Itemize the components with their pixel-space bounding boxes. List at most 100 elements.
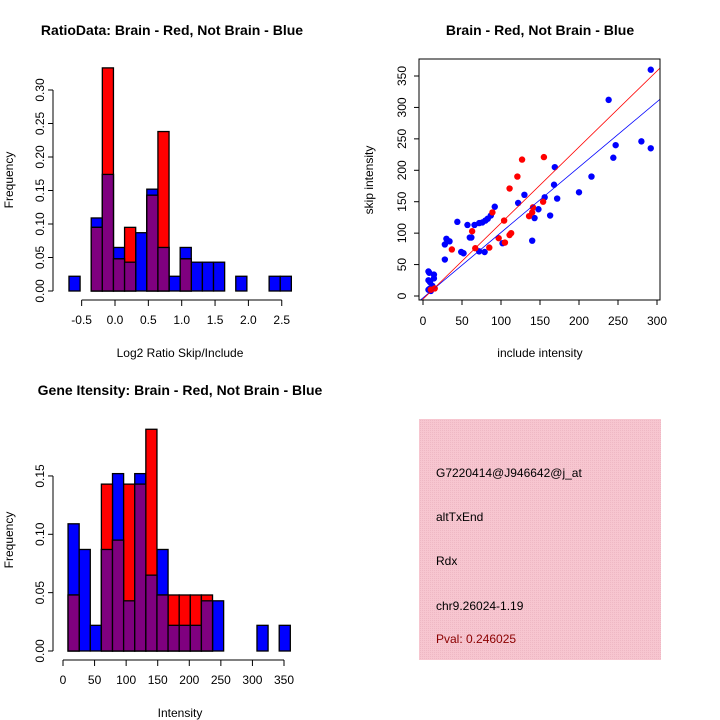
- bar-not-brain: [211, 600, 225, 652]
- point-not-brain: [535, 206, 542, 213]
- x-tick-label: 1.0: [173, 313, 190, 327]
- y-tick-label: 50: [395, 258, 409, 272]
- info-panel: G7220414@J946642@j_at altTxEnd Rdx chr9.…: [419, 419, 661, 660]
- x-tick-label: 350: [274, 673, 294, 687]
- bar-overlap: [179, 258, 192, 292]
- probe-id: G7220414@J946642@j_at: [436, 466, 582, 480]
- point-brain: [506, 231, 513, 239]
- point-not-brain: [610, 154, 617, 161]
- point-not-brain: [575, 189, 583, 196]
- point-not-brain: [466, 234, 473, 241]
- plot-box: [418, 58, 661, 301]
- y-tick-label: 100: [395, 223, 409, 243]
- y-tick-label: 0.05: [33, 581, 47, 605]
- x-tick-label: 2.5: [273, 313, 290, 327]
- x-tick-label: 200: [179, 673, 199, 687]
- y-tick-label: 250: [395, 129, 409, 149]
- x-tick-label: 250: [211, 673, 231, 687]
- ratio-histogram-ylabel: Frequency: [2, 152, 16, 209]
- point-not-brain: [521, 191, 528, 198]
- point-not-brain: [553, 195, 561, 202]
- point-brain: [468, 228, 476, 235]
- y-tick-label: 0.00: [33, 279, 47, 303]
- x-tick-label: 100: [491, 314, 511, 328]
- fit-line-brain: [421, 67, 660, 300]
- y-tick-label: 0.15: [33, 178, 47, 202]
- point-not-brain: [471, 221, 478, 229]
- x-tick-label: 1.5: [207, 313, 224, 327]
- bar-overlap: [100, 548, 114, 652]
- y-tick-label: 150: [395, 191, 409, 211]
- scatter-xlabel: include intensity: [497, 346, 582, 360]
- bar-overlap: [157, 246, 170, 292]
- y-tick-label: 0.20: [33, 145, 47, 169]
- intensity-scatter: Brain - Red, Not Brain - Blue include in…: [362, 22, 667, 360]
- x-tick-label: 0.0: [107, 313, 124, 327]
- y-tick-label: 0.10: [33, 212, 47, 236]
- x-tick-label: 100: [116, 673, 136, 687]
- ratio-histogram-xlabel: Log2 Ratio Skip/Include: [117, 346, 244, 360]
- point-not-brain: [551, 163, 559, 171]
- x-tick-label: 50: [455, 314, 469, 328]
- bar-not-brain: [278, 624, 291, 652]
- bar-overlap: [134, 483, 147, 652]
- point-not-brain: [550, 181, 558, 188]
- point-not-brain: [430, 275, 438, 282]
- bar-not-brain: [89, 624, 103, 652]
- bar-overlap: [123, 261, 137, 292]
- point-not-brain: [546, 212, 554, 219]
- genomic-location: chr9.26024-1.19: [436, 599, 524, 613]
- y-tick-label: 0.10: [33, 522, 47, 546]
- bar-overlap: [122, 600, 136, 652]
- bar-overlap: [146, 194, 159, 292]
- bar-overlap: [156, 594, 169, 652]
- point-not-brain: [529, 237, 536, 244]
- bar-overlap: [178, 624, 191, 652]
- x-tick-label: 300: [647, 314, 667, 328]
- bar-not-brain: [190, 261, 204, 292]
- bar-overlap: [167, 624, 180, 652]
- bar-not-brain: [256, 624, 269, 652]
- point-not-brain: [531, 214, 538, 222]
- bar-not-brain: [201, 261, 215, 292]
- intensity-histogram-xlabel: Intensity: [158, 706, 203, 720]
- point-brain: [486, 244, 493, 251]
- point-not-brain: [481, 248, 488, 256]
- scatter-title: Brain - Red, Not Brain - Blue: [446, 22, 634, 38]
- point-brain: [427, 286, 434, 293]
- fit-line-not-brain: [419, 98, 660, 300]
- bar-overlap: [111, 539, 125, 652]
- x-tick-label: 150: [148, 673, 168, 687]
- point-not-brain: [647, 145, 654, 152]
- intensity-histogram-title: Gene Itensity: Brain - Red, Not Brain - …: [38, 382, 323, 398]
- x-tick-label: 300: [242, 673, 262, 687]
- y-tick-label: 350: [395, 66, 409, 86]
- x-tick-label: 150: [530, 314, 550, 328]
- bar-overlap: [67, 594, 80, 652]
- bar-not-brain: [268, 275, 281, 292]
- bar-overlap: [101, 173, 115, 292]
- point-brain: [506, 185, 513, 192]
- point-not-brain: [588, 173, 595, 180]
- point-not-brain: [612, 141, 619, 149]
- x-tick-label: 0: [420, 314, 427, 328]
- bar-not-brain: [168, 275, 181, 292]
- bar-not-brain: [68, 275, 81, 292]
- point-not-brain: [514, 199, 522, 207]
- bar-overlap: [90, 226, 103, 292]
- x-tick-label: 250: [608, 314, 628, 328]
- y-tick-label: 300: [395, 97, 409, 117]
- point-brain: [525, 212, 533, 220]
- info-panel-background: [419, 419, 661, 660]
- x-tick-label: -0.5: [71, 313, 92, 327]
- ratio-histogram: RatioData: Brain - Red, Not Brain - Blue…: [2, 22, 303, 360]
- x-tick-label: 0: [60, 673, 67, 687]
- point-not-brain: [454, 218, 461, 226]
- y-tick-label: 0.05: [33, 245, 47, 269]
- point-brain: [489, 209, 496, 216]
- bar-not-brain: [78, 548, 91, 652]
- point-brain: [514, 173, 521, 180]
- x-tick-label: 0.5: [140, 313, 157, 327]
- bar-not-brain: [135, 232, 148, 292]
